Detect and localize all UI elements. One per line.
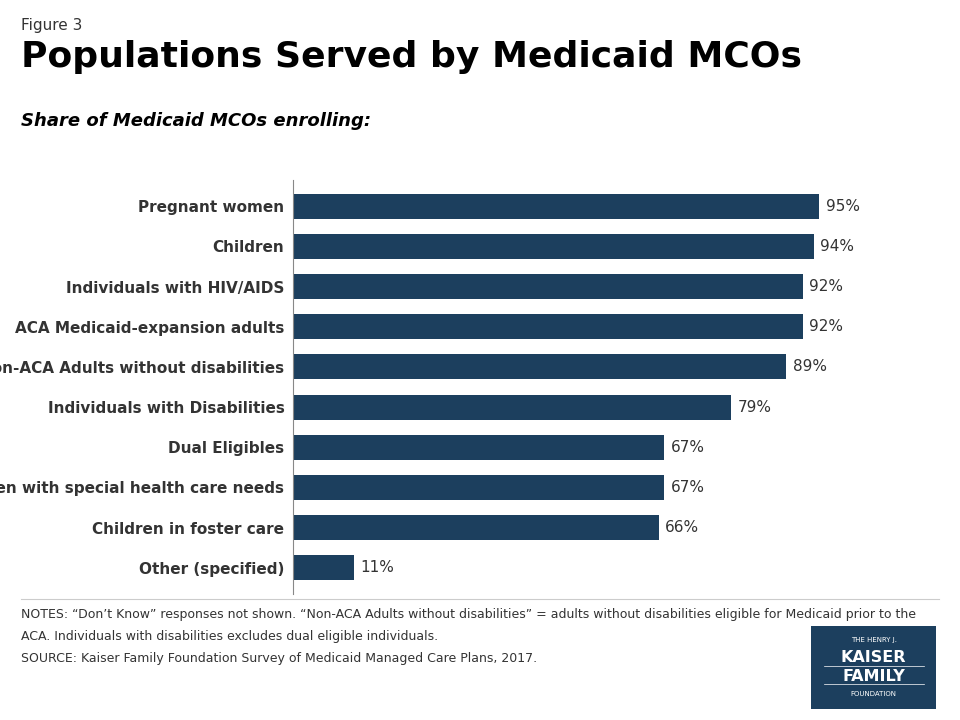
Bar <box>293 395 731 420</box>
Text: 89%: 89% <box>793 359 827 374</box>
Bar <box>293 194 819 219</box>
Text: KAISER: KAISER <box>841 650 906 665</box>
Bar <box>293 354 786 379</box>
Bar <box>293 516 659 540</box>
Text: FOUNDATION: FOUNDATION <box>851 691 897 697</box>
Text: 79%: 79% <box>737 400 771 415</box>
Text: THE HENRY J.: THE HENRY J. <box>851 636 897 643</box>
Bar <box>293 435 664 460</box>
Bar <box>293 475 664 500</box>
Text: 95%: 95% <box>826 199 860 214</box>
Text: Populations Served by Medicaid MCOs: Populations Served by Medicaid MCOs <box>21 40 803 73</box>
Text: Share of Medicaid MCOs enrolling:: Share of Medicaid MCOs enrolling: <box>21 112 372 130</box>
Bar <box>293 274 803 299</box>
Text: 67%: 67% <box>671 440 705 455</box>
Text: 92%: 92% <box>809 319 843 334</box>
Text: 92%: 92% <box>809 279 843 294</box>
Text: SOURCE: Kaiser Family Foundation Survey of Medicaid Managed Care Plans, 2017.: SOURCE: Kaiser Family Foundation Survey … <box>21 652 538 665</box>
Bar <box>293 314 803 339</box>
Text: 94%: 94% <box>821 239 854 254</box>
Text: NOTES: “Don’t Know” responses not shown. “Non-ACA Adults without disabilities” =: NOTES: “Don’t Know” responses not shown.… <box>21 608 916 621</box>
Text: 67%: 67% <box>671 480 705 495</box>
Text: Figure 3: Figure 3 <box>21 18 83 33</box>
Bar <box>293 234 814 258</box>
Text: 66%: 66% <box>665 520 699 535</box>
Text: FAMILY: FAMILY <box>842 669 905 683</box>
Text: ACA. Individuals with disabilities excludes dual eligible individuals.: ACA. Individuals with disabilities exclu… <box>21 630 439 643</box>
Bar <box>293 555 353 580</box>
Text: 11%: 11% <box>360 560 395 575</box>
